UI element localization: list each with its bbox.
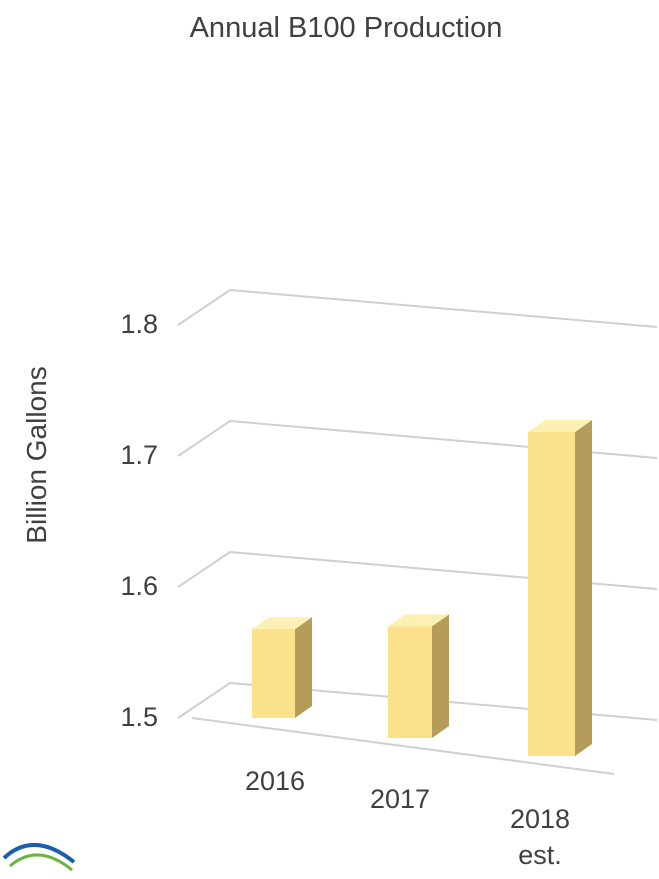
y-tick-label: 1.8 — [120, 309, 158, 339]
y-axis-label: Billion Gallons — [21, 366, 52, 543]
eia-logo-icon — [2, 843, 76, 872]
x-axis-categories: 2016 2017 2018 est. — [245, 766, 570, 870]
gridline — [177, 681, 658, 721]
gridline — [177, 550, 658, 590]
y-axis-ticks: 1.5 1.6 1.7 1.8 — [120, 309, 158, 732]
x-tick-label: 2016 — [245, 766, 305, 796]
bar-front — [528, 432, 575, 756]
bars — [252, 420, 592, 756]
floor-front-edge — [191, 717, 615, 775]
bar-top — [252, 617, 312, 630]
gridline — [177, 419, 658, 459]
y-tick-label: 1.7 — [120, 440, 158, 470]
bar — [252, 617, 312, 718]
bar — [388, 614, 449, 738]
bar-top — [528, 420, 592, 432]
bar-side — [432, 614, 449, 738]
gridlines — [177, 288, 658, 775]
y-tick-label: 1.6 — [120, 571, 158, 601]
bar — [528, 420, 592, 756]
gridline — [177, 288, 658, 328]
chart-title: Annual B100 Production — [190, 12, 503, 44]
bar-front — [388, 626, 432, 738]
x-tick-label: 2017 — [370, 784, 430, 814]
bar-front — [252, 629, 295, 718]
bar-top — [388, 614, 449, 627]
y-tick-label: 1.5 — [120, 702, 158, 732]
bar-side — [295, 617, 312, 718]
x-tick-label: 2018 est. — [510, 804, 570, 870]
bar-side — [575, 420, 592, 756]
